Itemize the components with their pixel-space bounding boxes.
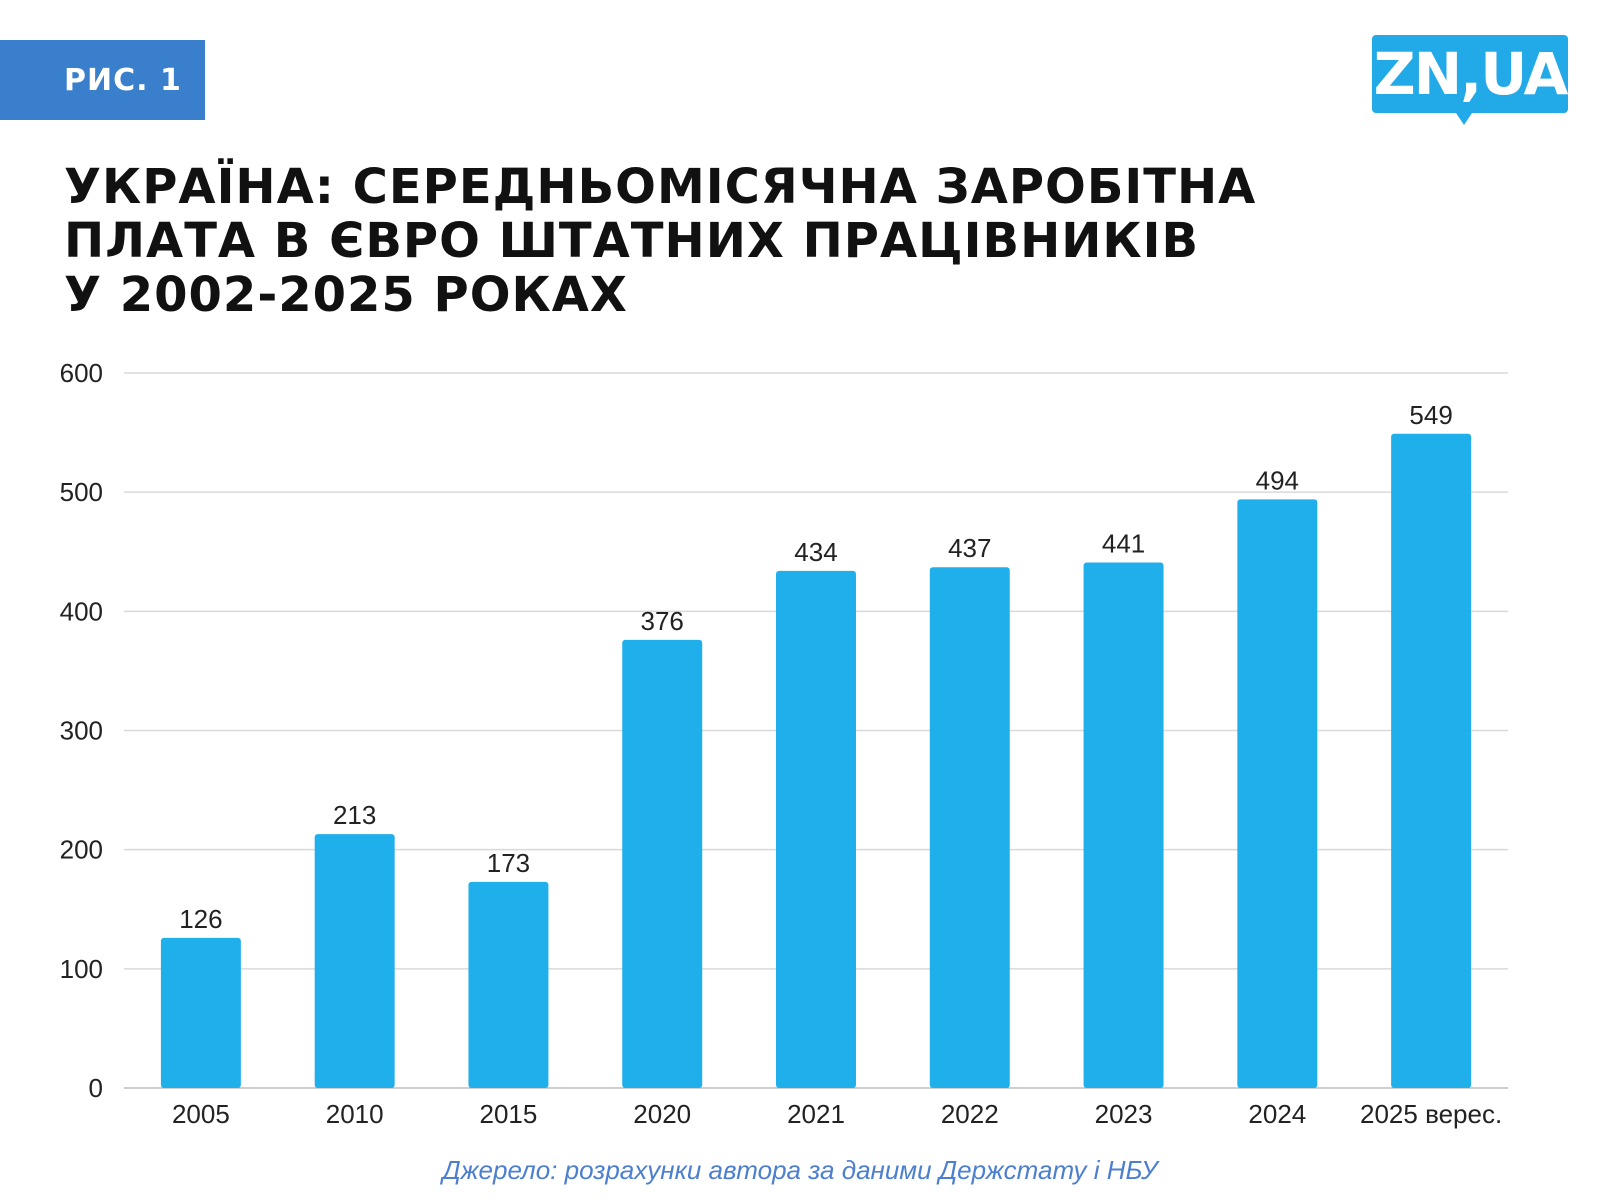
x-tick-label: 2024: [1248, 1099, 1306, 1129]
zn-ua-logo: ZN,UA: [1372, 35, 1568, 127]
x-tick-label: 2025 верес.: [1360, 1099, 1502, 1129]
x-tick-label: 2021: [787, 1099, 845, 1129]
x-tick-label: 2020: [633, 1099, 691, 1129]
y-tick-label: 300: [60, 716, 103, 746]
logo-background: [1372, 35, 1568, 113]
data-label: 441: [1102, 528, 1145, 558]
figure-badge: РИС. 1: [0, 40, 205, 120]
bar: [1083, 562, 1164, 1088]
y-tick-label: 400: [60, 596, 103, 626]
data-label: 549: [1409, 400, 1452, 430]
x-tick-label: 2010: [326, 1099, 384, 1129]
x-tick-label: 2005: [172, 1099, 230, 1129]
bar: [468, 881, 549, 1088]
bar: [1391, 433, 1472, 1088]
figure-badge-label: РИС. 1: [64, 62, 182, 98]
data-label: 494: [1256, 465, 1299, 495]
y-tick-label: 0: [89, 1073, 103, 1103]
chart-title: УКРАЇНА: СЕРЕДНЬОМІСЯЧНА ЗАРОБІТНА ПЛАТА…: [64, 160, 1464, 322]
x-tick-label: 2022: [941, 1099, 999, 1129]
data-label: 173: [487, 848, 530, 878]
data-label: 376: [641, 606, 684, 636]
data-label: 213: [333, 800, 376, 830]
logo-speech-tail: [1452, 107, 1476, 125]
title-line-2: ПЛАТА В ЄВРО ШТАТНИХ ПРАЦІВНИКІВ: [64, 213, 1200, 269]
data-label: 434: [794, 537, 837, 567]
bar: [160, 937, 241, 1088]
bar: [776, 570, 856, 1088]
data-label: 126: [179, 904, 222, 934]
y-tick-label: 600: [60, 358, 103, 388]
bar: [314, 834, 395, 1088]
bar: [929, 567, 1010, 1088]
y-tick-label: 100: [60, 954, 103, 984]
y-tick-label: 500: [60, 477, 103, 507]
source-note: Джерело: розрахунки автора за даними Дер…: [442, 1155, 1158, 1185]
title-line-1: УКРАЇНА: СЕРЕДНЬОМІСЯЧНА ЗАРОБІТНА: [64, 159, 1257, 215]
data-label: 437: [948, 533, 991, 563]
bar: [1237, 499, 1318, 1089]
title-line-3: У 2002-2025 РОКАХ: [64, 267, 628, 323]
bar: [622, 639, 703, 1088]
x-tick-label: 2023: [1095, 1099, 1153, 1129]
y-tick-label: 200: [60, 835, 103, 865]
x-tick-label: 2015: [480, 1099, 538, 1129]
logo-text: ZN,UA: [1373, 40, 1569, 108]
